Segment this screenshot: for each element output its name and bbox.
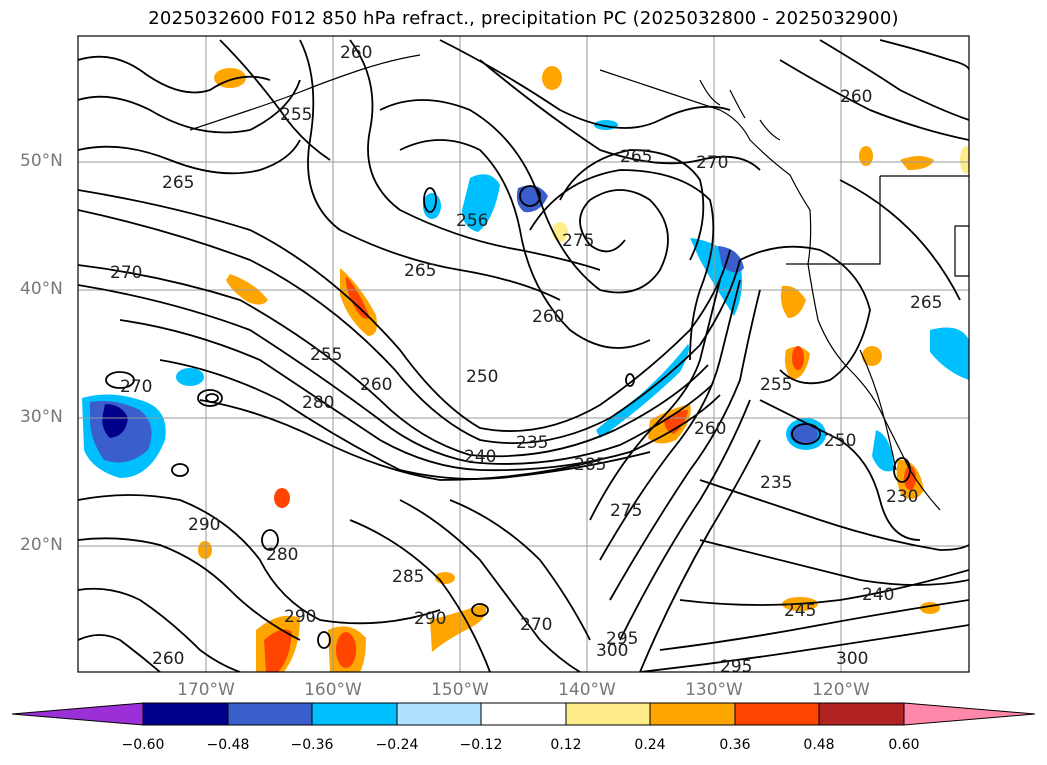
lon-label: 140°W	[558, 680, 616, 700]
contour-label: 290	[414, 609, 446, 629]
lat-label: 50°N	[20, 151, 63, 171]
contour-label: 285	[392, 567, 424, 587]
contour-label: 250	[466, 367, 498, 387]
plot-area	[78, 36, 969, 672]
contour-label: 290	[284, 607, 316, 627]
colorbar-tick-label: −0.48	[206, 737, 250, 753]
contour-label: 280	[302, 393, 334, 413]
contour-label: 260	[340, 43, 372, 63]
contour-label: 255	[760, 375, 792, 395]
contour-label: 230	[886, 487, 918, 507]
contour-label: 265	[404, 261, 436, 281]
colorbar-tick-label: 0.48	[803, 737, 835, 753]
contour-label: 240	[464, 447, 496, 467]
contour-label: 275	[610, 501, 642, 521]
contour-label: 295	[606, 629, 638, 649]
contour-label: 245	[784, 601, 816, 621]
colorbar-tick-label: −0.60	[121, 737, 165, 753]
colorbar-tick-label: 0.36	[719, 737, 751, 753]
contour-label: 235	[516, 433, 548, 453]
contour-label: 300	[596, 641, 628, 661]
lon-label: 130°W	[685, 680, 743, 700]
colorbar-segment	[818, 702, 905, 726]
contour-label: 295	[720, 657, 752, 677]
colorbar-tick-label: −0.24	[375, 737, 419, 753]
colorbar-segment	[396, 702, 482, 726]
colorbar-segment	[227, 702, 313, 726]
map-title: 2025032600 F012 850 hPa refract., precip…	[148, 8, 899, 29]
colorbar-segment	[142, 702, 229, 726]
coastlines	[189, 54, 969, 511]
contour-label: 265	[910, 293, 942, 313]
contour-label: 260	[694, 419, 726, 439]
contour-label: 275	[562, 231, 594, 251]
contour-label: 240	[862, 585, 894, 605]
contour-label: 255	[310, 345, 342, 365]
colorbar-segment	[311, 702, 398, 726]
lon-label: 120°W	[812, 680, 870, 700]
contour-label: 265	[162, 173, 194, 193]
colorbar-tick-label: −0.36	[290, 737, 334, 753]
precip-shading	[82, 66, 969, 672]
contour-label: 260	[532, 307, 564, 327]
contour-label: 270	[696, 153, 728, 173]
lat-label: 40°N	[20, 279, 63, 299]
plot-frame	[77, 35, 970, 673]
graticule	[78, 36, 969, 672]
lon-label: 170°W	[177, 680, 235, 700]
contour-label: 285	[574, 455, 606, 475]
lon-label: 150°W	[431, 680, 489, 700]
colorbar-extend-high	[903, 702, 1036, 726]
contour-label: 260	[360, 375, 392, 395]
colorbar-extend-low	[11, 702, 144, 726]
colorbar	[11, 702, 1036, 726]
contour-label: 270	[110, 263, 142, 283]
contour-label: 250	[824, 431, 856, 451]
refractivity-contours	[78, 39, 969, 672]
colorbar-segment	[480, 702, 567, 726]
colorbar-tick-label: −0.12	[459, 737, 503, 753]
lat-label: 20°N	[20, 535, 63, 555]
lon-label: 160°W	[304, 680, 362, 700]
contour-label: 290	[188, 515, 220, 535]
colorbar-tick-label: 0.60	[888, 737, 920, 753]
lat-label: 30°N	[20, 407, 63, 427]
contour-label: 270	[120, 377, 152, 397]
contour-label: 260	[152, 649, 184, 669]
contour-labels: 260 265 255 265 256 260 270 275 265 260 …	[110, 43, 942, 677]
contour-label: 280	[266, 545, 298, 565]
contour-label: 256	[456, 211, 488, 231]
colorbar-segment	[565, 702, 651, 726]
contour-label: 265	[620, 147, 652, 167]
colorbar-tick-label: 0.24	[634, 737, 666, 753]
contour-label: 255	[280, 105, 312, 125]
colorbar-segment	[734, 702, 820, 726]
contour-label: 300	[836, 649, 868, 669]
contour-label: 270	[520, 615, 552, 635]
colorbar-tick-label: 0.12	[550, 737, 582, 753]
contour-label: 260	[840, 87, 872, 107]
contour-label: 235	[760, 473, 792, 493]
colorbar-segment	[649, 702, 736, 726]
